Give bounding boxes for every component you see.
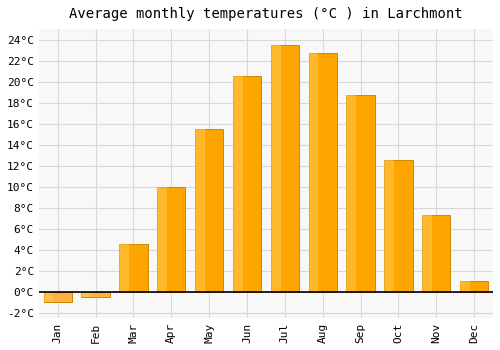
Bar bbox=[308, 53, 337, 292]
Title: Average monthly temperatures (°C ) in Larchmont: Average monthly temperatures (°C ) in La… bbox=[69, 7, 462, 21]
Bar bbox=[233, 76, 242, 292]
Bar bbox=[422, 215, 432, 292]
Bar bbox=[119, 244, 129, 292]
Bar bbox=[422, 215, 450, 292]
Bar bbox=[270, 45, 299, 292]
Bar bbox=[195, 129, 224, 292]
Bar bbox=[384, 160, 412, 292]
Bar bbox=[460, 281, 488, 292]
Bar bbox=[308, 53, 318, 292]
Bar bbox=[157, 187, 186, 292]
Bar bbox=[44, 292, 72, 302]
Bar bbox=[195, 129, 205, 292]
Bar bbox=[44, 292, 54, 302]
Bar bbox=[82, 292, 92, 297]
Bar bbox=[233, 76, 261, 292]
Bar bbox=[460, 281, 470, 292]
Bar bbox=[119, 244, 148, 292]
Bar bbox=[157, 187, 167, 292]
Bar bbox=[270, 45, 280, 292]
Bar bbox=[82, 292, 110, 297]
Bar bbox=[346, 95, 375, 292]
Bar bbox=[384, 160, 394, 292]
Bar bbox=[346, 95, 356, 292]
